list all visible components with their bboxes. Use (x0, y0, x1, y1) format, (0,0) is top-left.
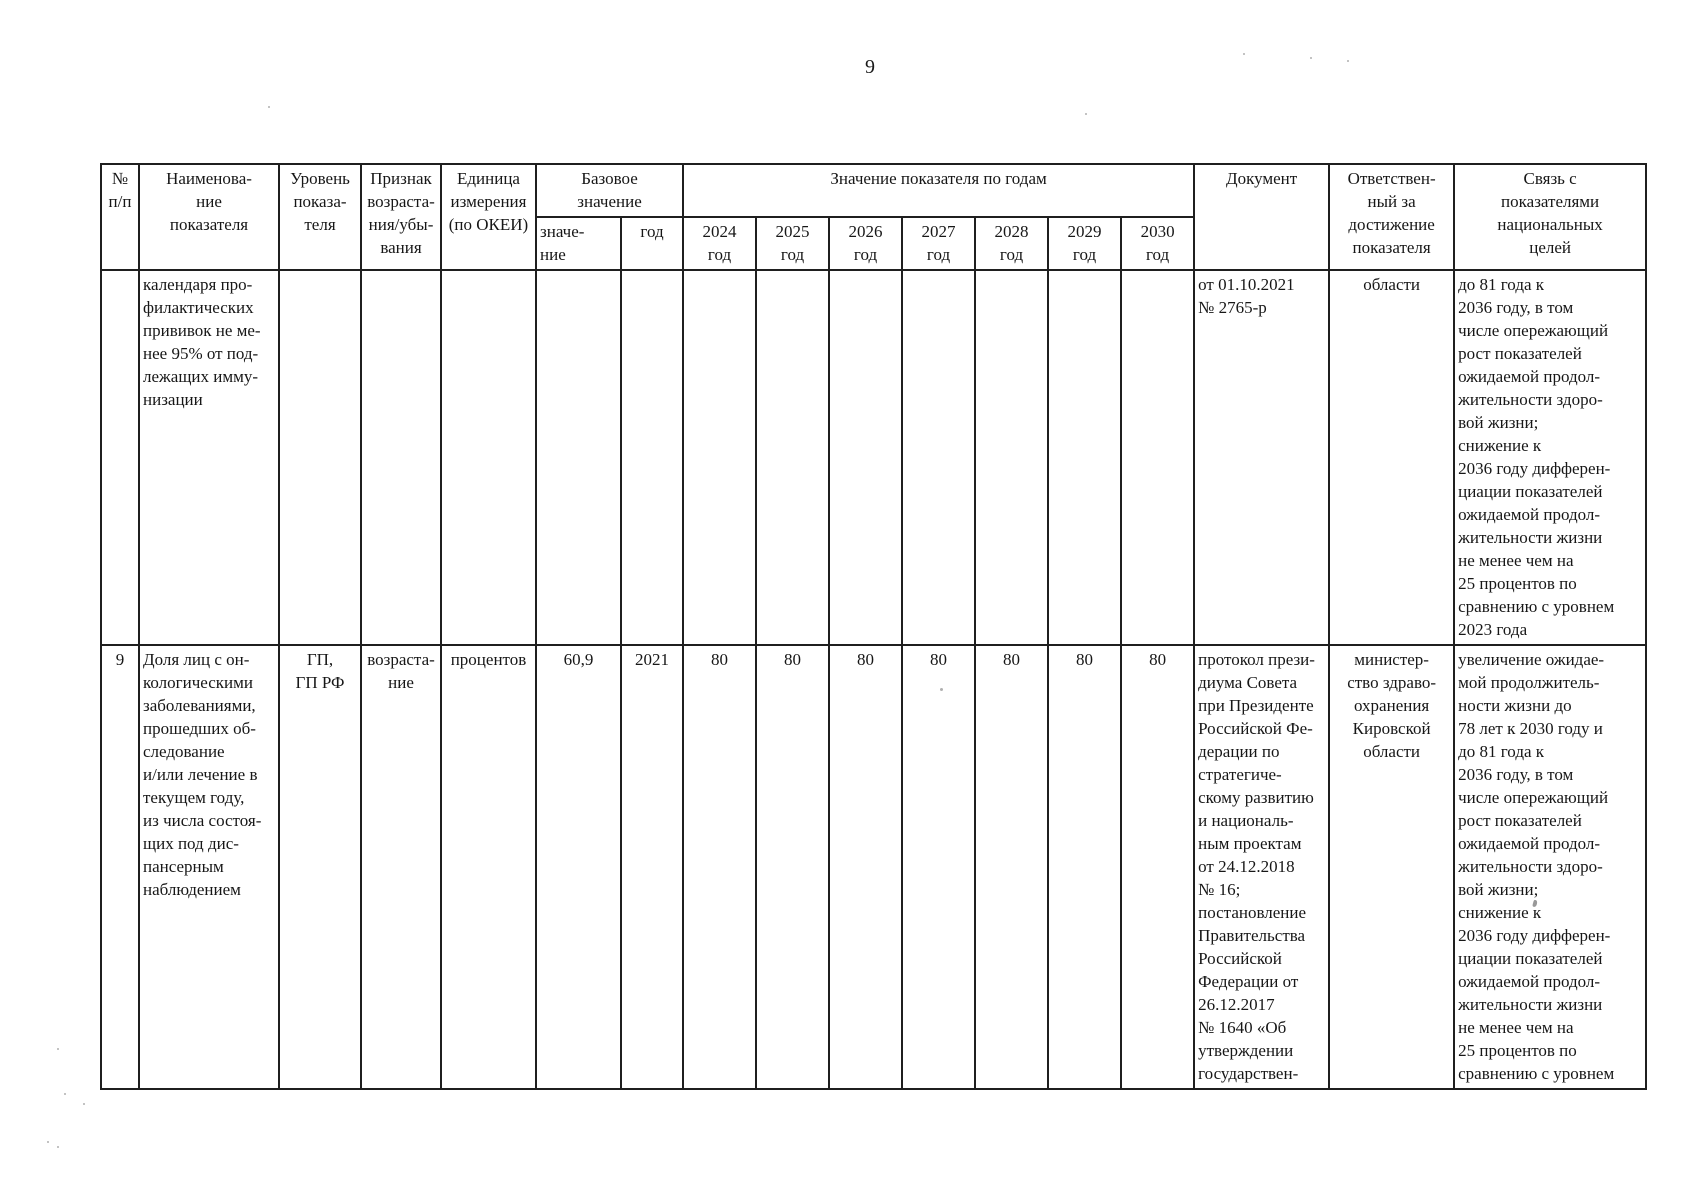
cell-unit (440, 269, 537, 646)
scan-artifact (1347, 60, 1349, 62)
cell-year-2029 (1047, 269, 1123, 646)
table-row-9: 9 Доля лиц с он- кологическими заболеван… (100, 644, 1648, 1090)
cell-year-2025: 80 (755, 644, 831, 1090)
scan-artifact (1085, 113, 1087, 115)
cell-indicator-name: Доля лиц с он- кологическими заболевания… (138, 644, 280, 1090)
cell-year-2024 (682, 269, 758, 646)
scan-artifact (57, 1048, 59, 1050)
cell-year-2027 (901, 269, 977, 646)
indicators-table: № п/п Наименова- ние показателя Уровень … (100, 163, 1648, 1090)
page-number: 9 (865, 56, 875, 78)
scan-artifact (268, 106, 270, 108)
cell-national-goals-link: до 81 года к 2036 году, в том числе опер… (1453, 269, 1648, 646)
cell-responsible: министер- ство здраво- охранения Кировск… (1328, 644, 1456, 1090)
cell-num (100, 269, 140, 646)
cell-trend: возраста- ние (360, 644, 442, 1090)
cell-responsible: области (1328, 269, 1456, 646)
header-year-2030: 2030 год (1120, 216, 1196, 271)
cell-base-year (619, 269, 685, 646)
header-num: № п/п (100, 163, 140, 271)
cell-year-2028 (974, 269, 1050, 646)
cell-year-2027: 80 (901, 644, 977, 1090)
cell-base-value (535, 269, 622, 646)
cell-document: протокол прези- диума Совета при Президе… (1193, 644, 1331, 1090)
header-year-2028: 2028 год (974, 216, 1050, 271)
header-year-2025: 2025 год (755, 216, 831, 271)
table-header: № п/п Наименова- ние показателя Уровень … (100, 163, 1648, 271)
cell-year-2029: 80 (1047, 644, 1123, 1090)
scan-artifact (57, 1146, 59, 1148)
cell-year-2024: 80 (682, 644, 758, 1090)
header-level: Уровень показа- теля (278, 163, 362, 271)
cell-unit: процентов (440, 644, 537, 1090)
header-document: Документ (1193, 163, 1331, 271)
header-year-2024: 2024 год (682, 216, 758, 271)
cell-base-year: 2021 (619, 644, 685, 1090)
cell-year-2026 (828, 269, 904, 646)
table-body: календаря про- филактических прививок не… (100, 269, 1648, 1090)
header-base-group: Базовое значение (534, 163, 685, 218)
cell-year-2028: 80 (974, 644, 1050, 1090)
header-national-goals-link: Связь с показателями национальных целей (1453, 163, 1648, 271)
cell-indicator-name: календаря про- филактических прививок не… (138, 269, 280, 646)
header-years-group: Значение показателя по годам (682, 163, 1196, 218)
header-indicator-name: Наименова- ние показателя (138, 163, 280, 271)
cell-trend (360, 269, 442, 646)
cell-year-2025 (755, 269, 831, 646)
header-responsible: Ответствен- ный за достижение показателя (1328, 163, 1456, 271)
cell-base-value: 60,9 (535, 644, 622, 1090)
scan-artifact (1243, 53, 1245, 55)
table-row-continuation: календаря про- филактических прививок не… (100, 269, 1648, 646)
cell-national-goals-link: увеличение ожидае- мой продолжитель- нос… (1453, 644, 1648, 1090)
scan-artifact (64, 1093, 66, 1095)
header-year-2029: 2029 год (1047, 216, 1123, 271)
cell-level (278, 269, 362, 646)
cell-level: ГП, ГП РФ (278, 644, 362, 1090)
scan-artifact (940, 688, 943, 691)
cell-year-2030 (1120, 269, 1196, 646)
header-trend: Признак возраста- ния/убы- вания (360, 163, 442, 271)
cell-year-2026: 80 (828, 644, 904, 1090)
cell-year-2030: 80 (1120, 644, 1196, 1090)
cell-num: 9 (100, 644, 140, 1090)
scan-artifact (1310, 57, 1312, 59)
header-year-2026: 2026 год (828, 216, 904, 271)
cell-document: от 01.10.2021 № 2765-р (1193, 269, 1331, 646)
header-row-1: № п/п Наименова- ние показателя Уровень … (100, 163, 1648, 271)
header-base-value: значе- ние (535, 216, 622, 271)
header-row-2: значе- ние год 2024 год 2025 год 2026 го… (101, 216, 1646, 271)
header-base-year: год (619, 216, 685, 271)
scan-artifact (83, 1103, 85, 1105)
header-unit: Единица измерения (по ОКЕИ) (440, 163, 537, 271)
scan-artifact (47, 1141, 49, 1143)
header-year-2027: 2027 год (901, 216, 977, 271)
